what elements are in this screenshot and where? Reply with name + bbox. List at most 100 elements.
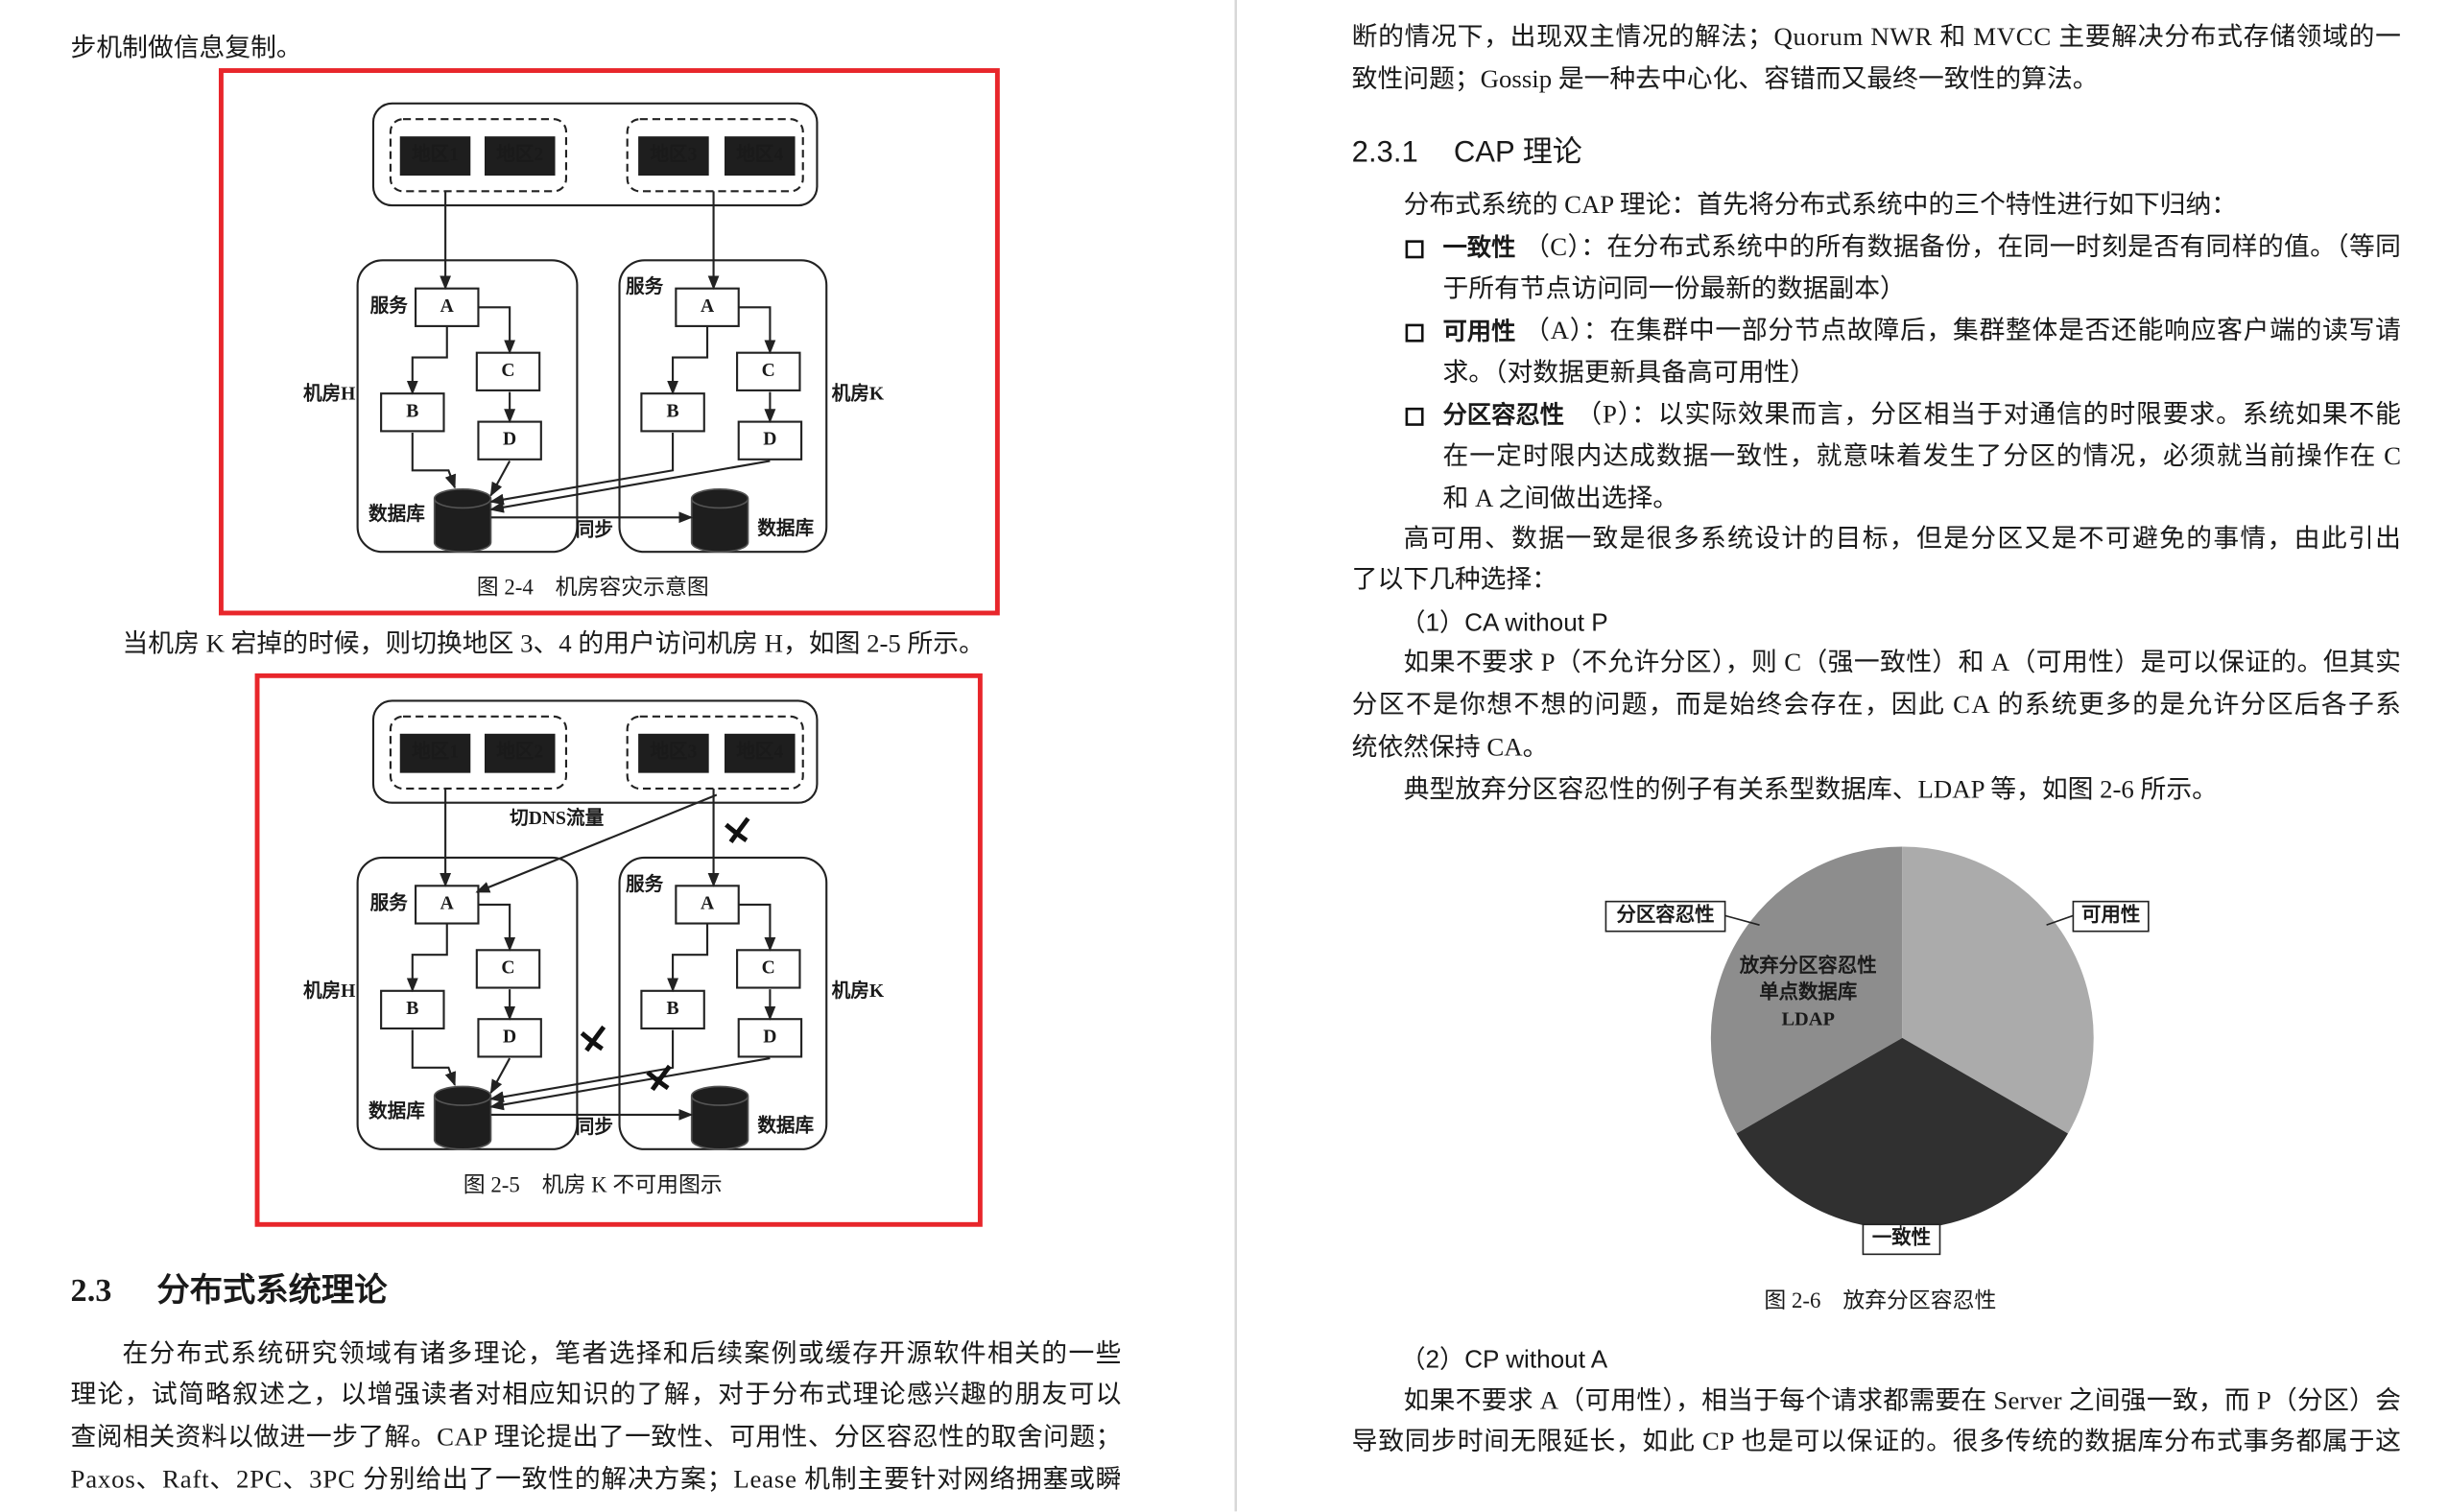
node-box (640, 392, 705, 433)
text-line: （C）：在分布式系统中的所有数据备份，在同一时刻是否有同样的值。（等同 (1524, 232, 2401, 261)
node-box (380, 392, 445, 433)
text-line: 高可用、数据一致是很多系统设计的目标，但是分区又是不可避免的事情，由此引出 (1404, 524, 2401, 553)
arrow (411, 433, 456, 489)
fail-mark (580, 1025, 606, 1052)
fail-mark (725, 816, 750, 843)
pie-sector (1736, 1037, 2069, 1230)
region-label: 地区2 (496, 143, 543, 165)
arrow (738, 306, 776, 355)
text-line: 当机房 K 宕掉的时候，则切换地区 3、4 的用户访问机房 H，如图 2-5 所… (122, 628, 984, 657)
pie-sector (1710, 846, 1903, 1134)
node-label: D (763, 1027, 776, 1047)
leader-line (2046, 914, 2074, 926)
node-label: C (501, 957, 514, 978)
node-label: C (762, 361, 775, 381)
node-label: B (406, 999, 418, 1019)
text-line: 如果不要求 P（不允许分区），则 C（强一致性）和 A（可用性）是可以保证的。但… (1404, 648, 2401, 676)
text-line: 分区不是你想不想的问题，而是始终会存在，因此 CA 的系统更多的是允许分区后各子… (1352, 690, 2401, 719)
arrow (489, 1057, 511, 1095)
arrow (478, 903, 516, 952)
region-label: 地区3 (650, 143, 697, 165)
node-box (415, 287, 480, 327)
text-line: （P）：以实际效果而言，分区相当于对通信的时限要求。系统如果不能 (1576, 400, 2401, 429)
text-line: Paxos、Raft、2PC、3PC 分别给出了一致性的解决方案；Lease 机… (71, 1464, 1122, 1493)
sector-label: 分区容忍性 (1617, 903, 1715, 926)
arrow (738, 903, 776, 952)
node-label: D (763, 430, 776, 450)
text-line: 步机制做信息复制。 (71, 33, 302, 61)
arrow (489, 1057, 771, 1111)
region-box (399, 136, 471, 177)
room-label: 机房H (303, 980, 355, 1002)
node-label: D (503, 430, 516, 450)
text-line: 导致同步时间无限延长，如此 CP 也是可以保证的。很多传统的数据库分布式事务都属… (1352, 1427, 2401, 1455)
text-line: 了以下几种选择： (1352, 564, 1557, 593)
arrow (478, 306, 516, 355)
arrow (667, 325, 709, 395)
bullet-icon (1405, 323, 1424, 343)
node-box (475, 949, 541, 989)
db-label: 数据库 (757, 1114, 814, 1136)
region-group (389, 715, 568, 791)
database (433, 488, 492, 554)
bullet-icon (1405, 407, 1424, 426)
node-label: A (701, 296, 715, 317)
arrow (406, 923, 448, 993)
dns-label: 切DNS流量 (510, 807, 604, 829)
text-line: 求。（对数据更新具备高可用性） (1442, 358, 1816, 387)
subsection-number: 2.3.1 (1352, 134, 1418, 168)
highlight-box (218, 68, 1000, 616)
option-heading: （1）CA without P (1400, 607, 1607, 636)
arrow (489, 460, 511, 497)
text-line: 在一定时限内达成数据一致性，就意味着发生了分区的情况，必须就当前操作在 C (1442, 441, 2400, 470)
region-label: 地区1 (412, 143, 459, 165)
region-group (626, 118, 804, 193)
service-label: 服务 (626, 275, 664, 297)
region-group (626, 715, 804, 791)
arrow (475, 793, 718, 893)
subsection-title: CAP 理论 (1454, 134, 1582, 168)
text-line: 断的情况下，出现双主情况的解法；Quorum NWR 和 MVCC 主要解决分布… (1352, 22, 2401, 51)
node-label: A (701, 893, 715, 913)
node-box (475, 351, 541, 391)
node-label: A (440, 893, 455, 913)
figure-caption: 图 2-5 机房 K 不可用图示 (463, 1172, 723, 1196)
sync-label: 同步 (576, 1117, 613, 1138)
arrow (406, 325, 448, 395)
highlight-box (254, 673, 983, 1227)
pie-note: LDAP (1781, 1009, 1835, 1030)
text-line: 分布式系统的 CAP 理论：首先将分布式系统中的三个特性进行如下归纳： (1404, 190, 2237, 219)
pie-sector (1902, 846, 2094, 1134)
section-number: 2.3 (71, 1272, 112, 1309)
service-label: 服务 (370, 891, 409, 913)
service-label: 服务 (626, 873, 664, 895)
region-box (725, 733, 796, 773)
region-box (484, 136, 556, 177)
region-frame (371, 699, 819, 804)
node-label: B (406, 401, 418, 421)
region-label: 地区1 (412, 741, 459, 763)
db-label: 数据库 (757, 517, 814, 539)
region-label: 地区3 (650, 741, 697, 763)
room-label: 机房H (303, 382, 355, 404)
text-line: 理论，试简略叙述之，以增强读者对相应知识的了解，对于分布式理论感兴趣的朋友可以 (71, 1380, 1122, 1408)
database (433, 1085, 492, 1150)
label-box (1604, 900, 1726, 933)
region-label: 地区4 (736, 143, 783, 165)
service-label: 服务 (370, 295, 409, 317)
region-group (389, 118, 568, 193)
arrow (411, 1029, 456, 1087)
db-label: 数据库 (368, 503, 425, 525)
node-box (675, 885, 740, 925)
node-label: C (501, 361, 514, 381)
arrow (667, 923, 709, 993)
text-line: 查阅相关资料以做进一步了解。CAP 理论提出了一致性、可用性、分区容忍性的取舍问… (71, 1422, 1122, 1451)
node-label: C (762, 957, 775, 978)
sector-label: 一致性 (1872, 1226, 1931, 1249)
region-box (484, 733, 556, 773)
figure-caption: 图 2-6 放弃分区容忍性 (1764, 1288, 1996, 1312)
